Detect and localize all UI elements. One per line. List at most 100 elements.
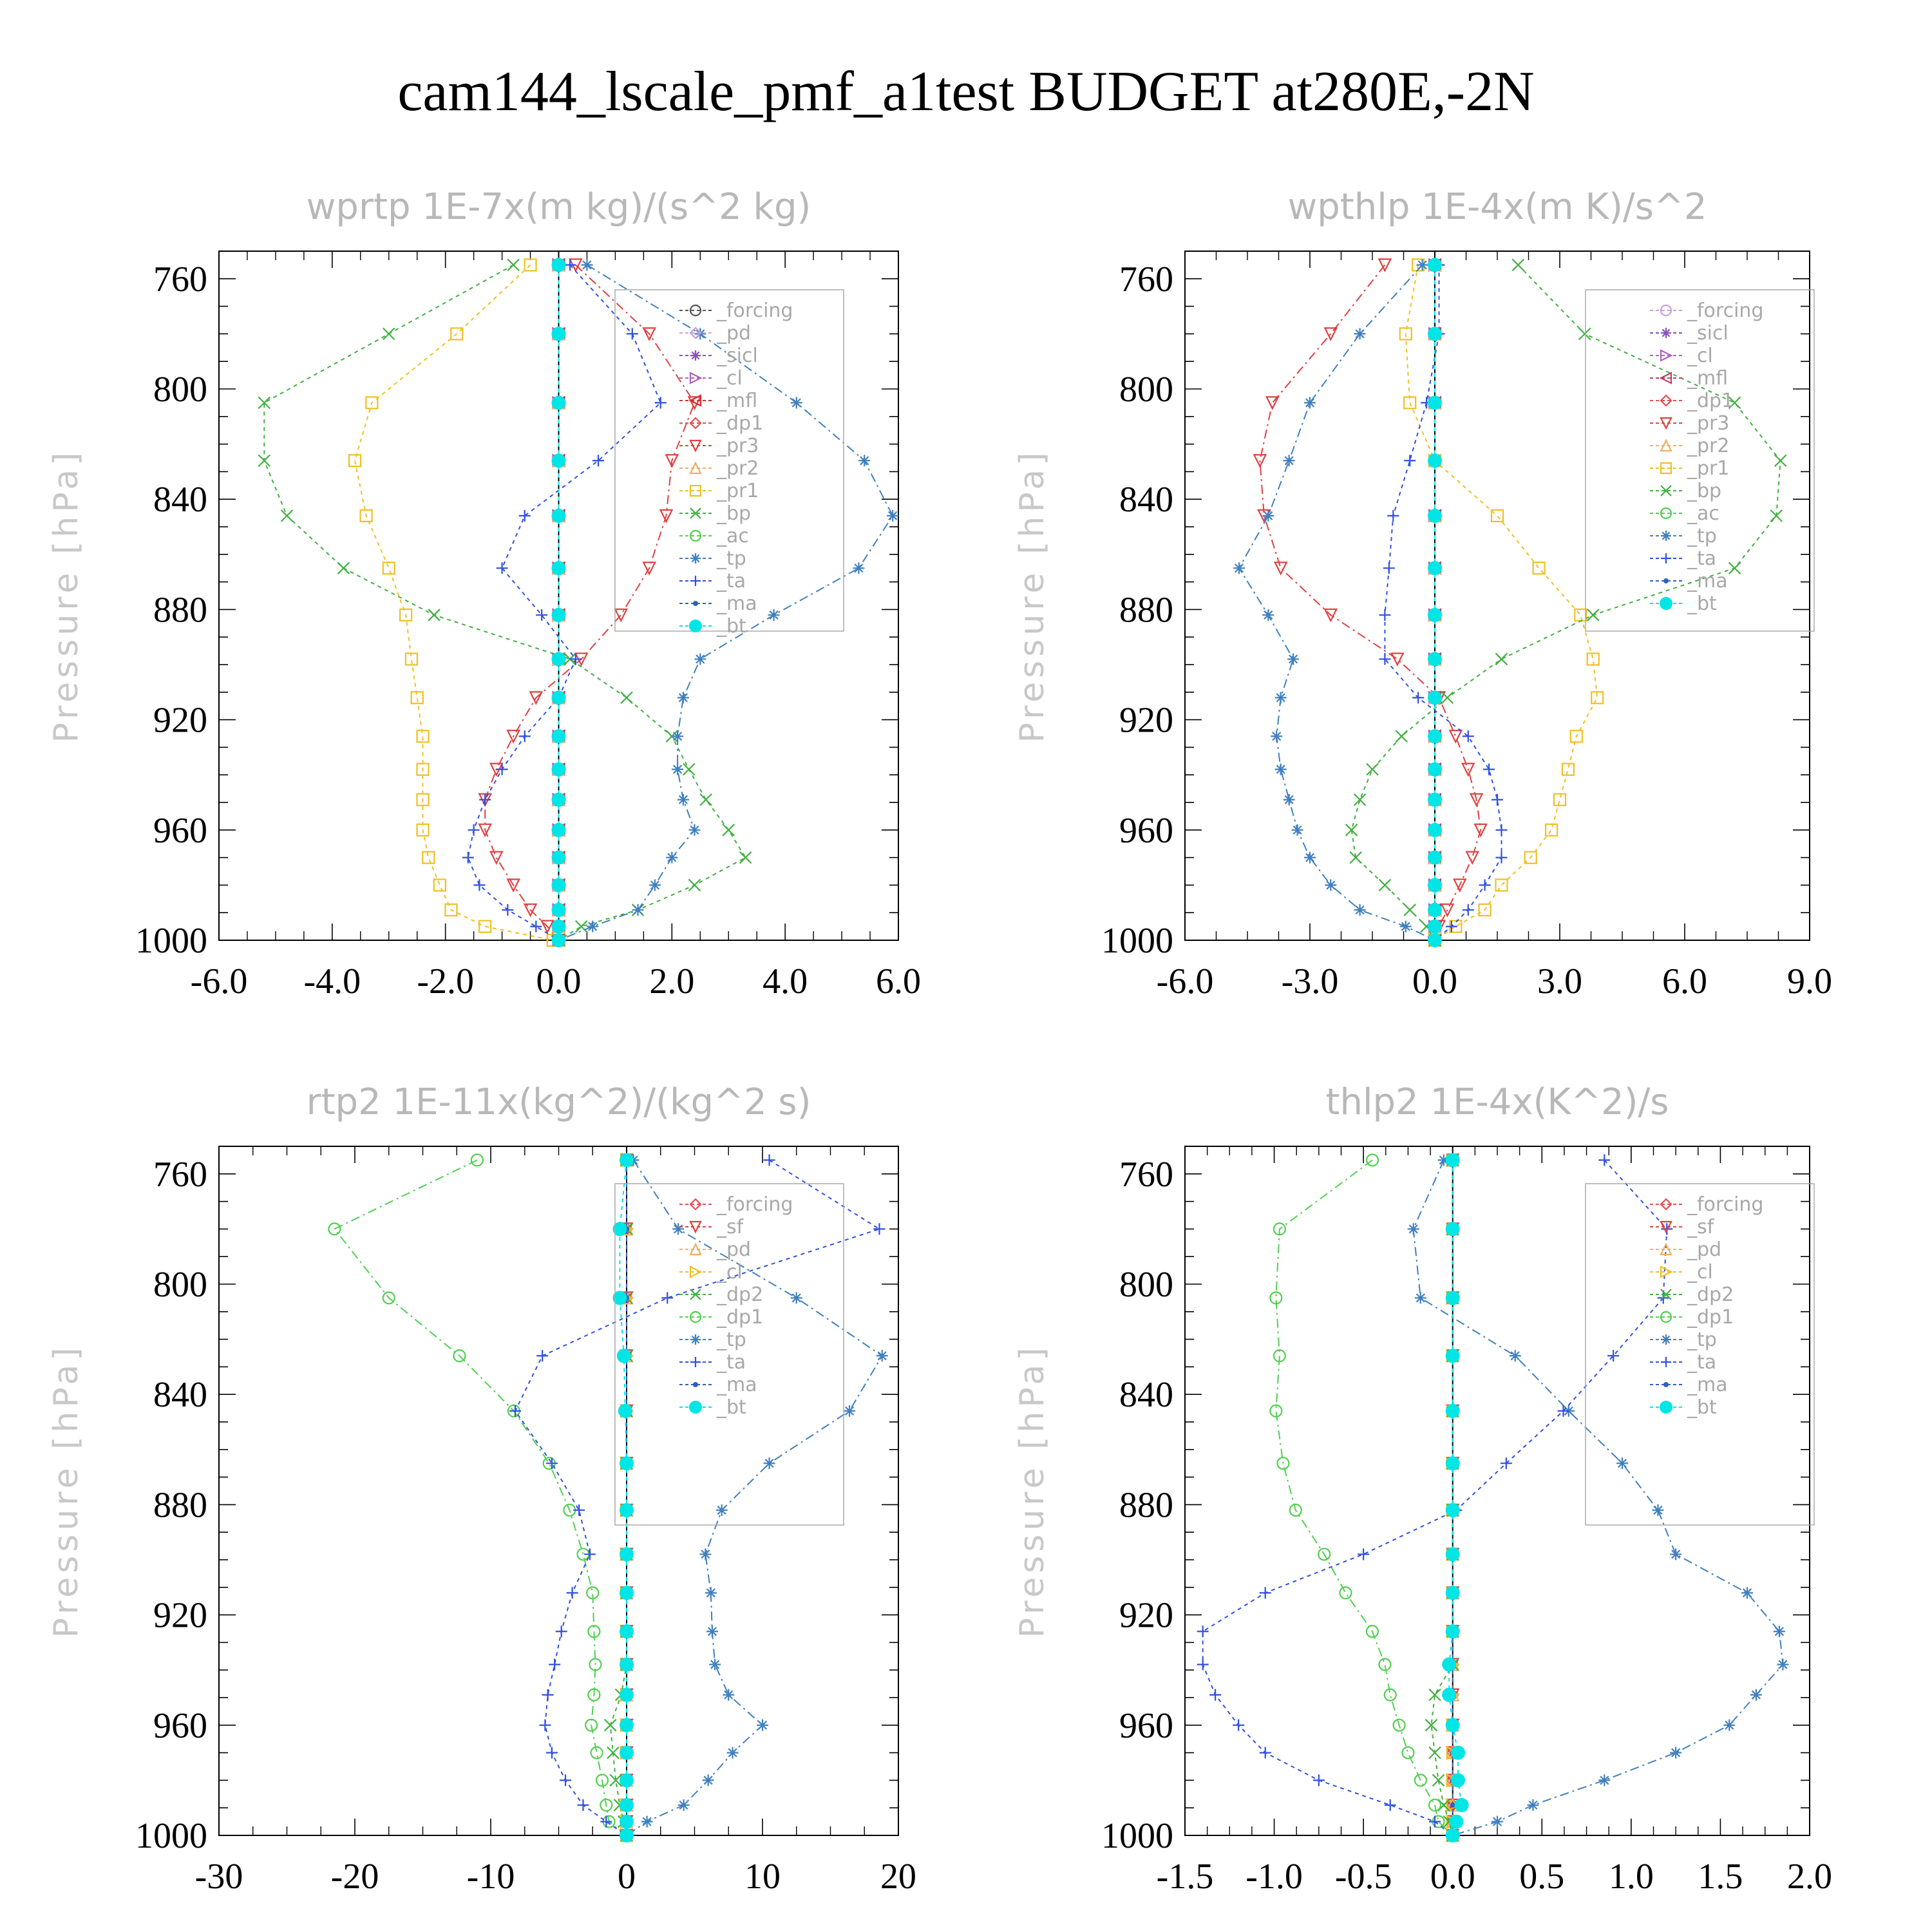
data-point xyxy=(1586,652,1600,666)
series-ta xyxy=(462,259,667,946)
y-tick-label: 840 xyxy=(153,1375,207,1415)
legend-label: _pd xyxy=(1687,1238,1721,1261)
legend-label: _pr2 xyxy=(716,457,759,480)
data-point xyxy=(536,609,548,621)
data-point xyxy=(1378,1658,1392,1671)
data-point xyxy=(723,1689,735,1701)
data-point xyxy=(536,1350,549,1362)
data-point xyxy=(1383,1688,1397,1701)
data-point xyxy=(509,1405,521,1417)
series-line xyxy=(484,264,696,941)
data-point xyxy=(1492,793,1503,806)
data-point xyxy=(677,1799,690,1811)
data-point xyxy=(1378,258,1392,272)
data-point xyxy=(618,1403,632,1418)
data-point xyxy=(1453,878,1467,893)
data-point xyxy=(569,653,582,665)
data-point xyxy=(1395,730,1408,743)
data-point xyxy=(694,653,706,665)
data-point xyxy=(1262,609,1274,621)
x-tick-label: 10 xyxy=(744,1857,781,1897)
legend-entry: _ma xyxy=(1650,570,1728,592)
data-point xyxy=(1527,1799,1539,1811)
data-point xyxy=(539,1719,551,1731)
legend-label: _tp xyxy=(716,1329,746,1351)
data-point xyxy=(1462,904,1474,916)
data-point xyxy=(1445,1222,1460,1236)
data-point xyxy=(1283,793,1295,806)
data-point xyxy=(1404,455,1416,467)
legend-label: _ta xyxy=(1687,547,1716,570)
y-tick-label: 800 xyxy=(1119,370,1173,410)
y-tick-label: 920 xyxy=(1119,1596,1173,1636)
legend-entry: _sf xyxy=(1650,1216,1715,1238)
series-line xyxy=(1412,1159,1784,1836)
series-tp xyxy=(1233,259,1441,946)
legend-label: _bp xyxy=(716,502,751,525)
legend-label: _bt xyxy=(716,615,746,638)
data-point xyxy=(853,562,865,574)
legend-entry: _ma xyxy=(679,1374,757,1396)
data-point xyxy=(612,1291,627,1305)
data-point xyxy=(1428,453,1442,468)
data-point xyxy=(642,562,656,576)
data-point xyxy=(1354,904,1366,916)
data-point xyxy=(620,1502,634,1517)
legend-box xyxy=(1585,1183,1815,1526)
series-dp2 xyxy=(1425,1153,1459,1842)
data-point xyxy=(1445,1547,1460,1562)
data-point xyxy=(506,878,520,893)
data-point xyxy=(1445,1718,1460,1732)
data-point xyxy=(530,920,542,933)
y-tick-label: 920 xyxy=(1119,701,1173,741)
legend-label: _pr3 xyxy=(716,435,759,457)
data-point xyxy=(1561,762,1575,776)
data-point xyxy=(551,607,566,622)
data-point xyxy=(1723,1719,1736,1731)
data-point xyxy=(672,763,684,775)
data-point xyxy=(444,903,458,917)
data-point xyxy=(1273,1349,1286,1363)
series-pr1 xyxy=(348,258,560,947)
legend-label: _pr2 xyxy=(1687,435,1729,457)
data-point xyxy=(768,609,780,621)
data-point xyxy=(453,1349,466,1363)
legend: _forcing_sf_pd_cl_dp2_dp1_tp_ta_ma_bt xyxy=(614,1183,844,1526)
data-point xyxy=(616,1349,631,1363)
data-point xyxy=(1462,730,1474,743)
data-point xyxy=(1451,1745,1466,1760)
x-tick-label: 0.0 xyxy=(1412,961,1457,1001)
x-tick-label: -6.0 xyxy=(191,961,248,1001)
data-point xyxy=(1428,258,1442,272)
data-point xyxy=(507,258,520,272)
series-line xyxy=(1405,265,1598,941)
data-point xyxy=(551,327,566,341)
panel-1: wprtp 1E-7x(m kg)/(s^2 kg) Pressure [hPa]… xyxy=(47,186,921,1001)
data-point xyxy=(709,1658,721,1671)
legend-entry: _bt xyxy=(1650,1396,1717,1419)
data-point xyxy=(1445,1586,1460,1600)
x-tick-label: 0.5 xyxy=(1519,1857,1564,1897)
data-point xyxy=(1253,454,1267,468)
data-point xyxy=(551,878,566,893)
data-point xyxy=(551,902,566,917)
data-point xyxy=(1574,608,1587,622)
y-tick-label: 800 xyxy=(153,1265,207,1305)
data-point xyxy=(620,1718,634,1732)
legend-box xyxy=(1585,289,1815,632)
data-point xyxy=(1773,1625,1785,1638)
data-point xyxy=(1428,395,1442,410)
data-point xyxy=(1428,652,1442,667)
data-point xyxy=(620,1687,634,1702)
data-point xyxy=(620,1624,634,1639)
data-point xyxy=(1511,258,1525,272)
data-point xyxy=(757,1719,768,1731)
data-point xyxy=(1774,454,1787,468)
data-point xyxy=(496,562,508,574)
legend-label: _dp2 xyxy=(716,1283,763,1306)
legend-entry: _dp1 xyxy=(1650,390,1734,412)
legend-label: _forcing xyxy=(1687,299,1763,322)
legend-label: _dp2 xyxy=(1687,1283,1734,1306)
data-point xyxy=(1273,1222,1286,1236)
